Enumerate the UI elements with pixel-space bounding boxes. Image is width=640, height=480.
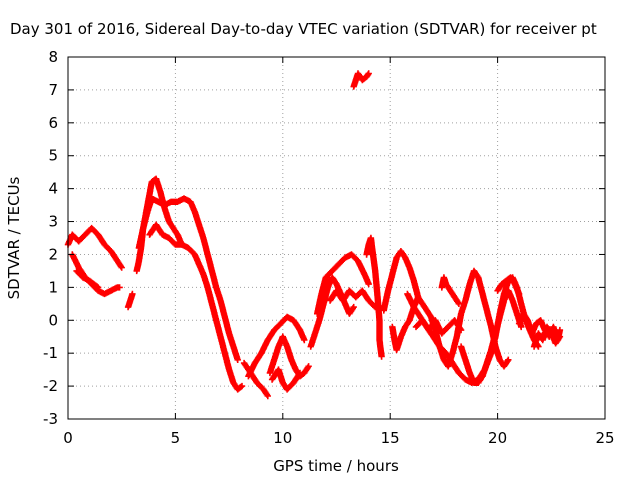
data-point-markers [457,287,525,386]
y-tick-label: -3 [43,410,58,428]
chart-title: Day 301 of 2016, Sidereal Day-to-day VTE… [10,20,597,38]
data-point-markers [494,274,523,298]
y-tick-label: -1 [43,344,58,362]
x-tick-label: 5 [171,429,181,447]
x-tick-label: 15 [381,429,400,447]
y-tick-label: 3 [48,213,58,231]
data-point-markers [266,333,312,380]
data-point-markers [530,323,564,350]
x-tick-label: 0 [63,429,73,447]
x-tick-label: 25 [595,429,614,447]
data-point-markers [268,366,304,393]
y-tick-label: -2 [43,377,58,395]
x-tick-label: 10 [273,429,292,447]
data-point-markers [124,290,136,311]
data-point-markers [326,287,379,311]
y-tick-label: 7 [48,81,58,99]
x-axis-label: GPS time / hours [273,457,399,475]
data-point-markers [135,195,241,363]
data-point-markers [146,221,246,393]
data-point-markers [412,317,465,337]
y-tick-label: 0 [48,311,58,329]
data-point-markers [73,267,102,291]
y-tick-label: 2 [48,245,58,263]
y-axis-label: SDTVAR / TECUs [5,176,23,299]
y-tick-label: 6 [48,114,58,132]
y-tick-label: 5 [48,147,58,165]
data-point-markers [350,70,372,90]
axis-ticks: -3 -2 -1 0 1 2 3 4 5 6 7 8 0 5 10 15 20 25 [43,48,615,447]
data-point-markers [314,251,372,317]
y-tick-label: 4 [48,180,58,198]
data-series [64,70,564,400]
y-tick-label: 8 [48,48,58,66]
grid [68,57,605,419]
data-point-markers [380,248,422,314]
data-point-markers [245,313,308,380]
y-tick-label: 1 [48,278,58,296]
plot-frame [67,56,606,420]
x-tick-label: 20 [488,429,507,447]
data-point-markers [438,274,463,307]
data-point-markers [363,234,385,360]
